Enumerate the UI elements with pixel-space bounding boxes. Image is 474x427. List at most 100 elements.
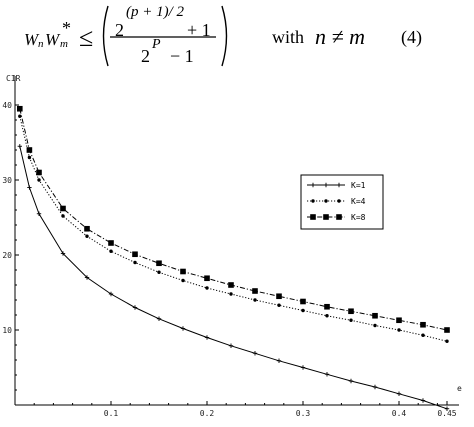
data-point	[84, 225, 90, 232]
data-point	[276, 358, 282, 363]
data-point	[132, 251, 138, 258]
data-point	[109, 249, 113, 253]
data-point	[445, 339, 449, 343]
y-axis-label: CIR	[6, 74, 21, 83]
y-tick-label: 10	[2, 326, 12, 335]
legend-entry: K=4	[307, 197, 366, 206]
data-point	[373, 323, 377, 328]
data-point	[60, 251, 66, 256]
data-point	[17, 105, 23, 112]
data-point	[421, 333, 425, 337]
data-point	[229, 292, 233, 296]
data-point	[108, 291, 114, 297]
equation-lhs-w1: W	[24, 30, 39, 49]
data-point	[444, 327, 450, 333]
data-point	[26, 147, 33, 153]
equation-den-two: 2	[141, 46, 150, 66]
legend-entry: K=8	[307, 213, 366, 222]
legend-entry: K=1	[307, 181, 366, 190]
data-point	[85, 234, 89, 238]
data-point	[228, 282, 234, 288]
equation-lhs-sub-n: n	[38, 38, 44, 50]
equation-den-exponent: P	[152, 37, 161, 52]
data-point	[420, 321, 426, 328]
data-point	[204, 335, 210, 340]
x-tick-label: 0.45	[437, 409, 456, 418]
data-point	[396, 317, 402, 324]
chart-legend: K=1 K=4 K=8	[300, 174, 384, 230]
data-point	[348, 378, 354, 384]
equation-fraction-brackets	[102, 5, 228, 67]
y-tick-label: 40	[2, 101, 12, 110]
legend-label: K=1	[351, 181, 366, 190]
legend-marker	[323, 214, 329, 220]
x-tick-label: 0.2	[200, 409, 215, 418]
data-point	[36, 169, 42, 176]
data-point	[18, 114, 22, 118]
series-k8	[17, 105, 450, 333]
equation-with-word: with	[272, 27, 305, 47]
data-point	[84, 275, 90, 280]
data-point	[324, 372, 330, 377]
equation-num-exponent: (p + 1)/ 2	[126, 4, 185, 20]
data-point	[420, 398, 426, 403]
equation-number: (4)	[401, 27, 422, 47]
chart: 10 20 30 40 0.1 0.2 0.3 0.4 0.45 CIR e K=1 K=4 K=8	[2, 74, 462, 418]
equation-lhs-w2: W	[45, 30, 60, 49]
legend-marker	[336, 214, 342, 220]
data-point	[252, 351, 258, 356]
series-line	[19, 108, 448, 331]
data-point	[27, 185, 32, 190]
data-point	[180, 326, 186, 331]
equation-lhs-star: *	[62, 18, 71, 38]
data-point	[17, 144, 22, 149]
equation: W n W m * ≤ 2 (p + 1)/ 2 + 1 2 P − 1 wit…	[0, 0, 474, 72]
data-point	[60, 205, 66, 212]
data-point	[301, 308, 305, 313]
x-tick-label: 0.4	[392, 409, 407, 418]
legend-marker	[324, 199, 328, 203]
data-point	[180, 268, 186, 275]
equation-num-plus-one: + 1	[187, 20, 211, 40]
data-point	[36, 211, 42, 216]
data-point	[253, 298, 257, 302]
data-point	[349, 318, 353, 322]
data-point	[61, 214, 65, 218]
data-point	[444, 406, 450, 411]
data-point	[277, 303, 281, 307]
legend-label: K=8	[351, 213, 366, 222]
equation-condition: n ≠ m	[315, 24, 365, 49]
data-point	[300, 298, 306, 305]
data-point	[396, 391, 402, 396]
data-point	[252, 288, 258, 294]
series-line	[19, 146, 448, 410]
series-k4	[18, 114, 449, 343]
x-tick-label: 0.1	[104, 409, 119, 418]
x-tick-label: 0.3	[296, 409, 311, 418]
equation-den-minus-one: − 1	[170, 46, 194, 66]
equation-relation: ≤	[79, 23, 94, 52]
data-point	[204, 275, 210, 282]
data-point	[108, 240, 114, 246]
data-point	[156, 260, 162, 267]
data-point	[133, 260, 137, 265]
legend-marker	[323, 182, 329, 188]
data-point	[397, 328, 401, 332]
legend-box	[300, 174, 384, 230]
data-point	[325, 314, 329, 318]
data-point	[324, 303, 330, 310]
data-point	[228, 343, 234, 348]
y-tick-label: 20	[2, 251, 12, 260]
series-k1	[17, 144, 450, 411]
series-line	[19, 116, 448, 342]
equation-num-two: 2	[115, 20, 124, 40]
legend-marker	[337, 199, 341, 203]
data-point	[156, 316, 162, 321]
data-point	[348, 308, 354, 315]
data-point	[205, 286, 209, 290]
chart-series-layer	[17, 105, 450, 411]
data-point	[372, 312, 378, 319]
data-point	[300, 365, 306, 370]
legend-marker	[336, 182, 342, 188]
legend-marker	[311, 199, 315, 203]
